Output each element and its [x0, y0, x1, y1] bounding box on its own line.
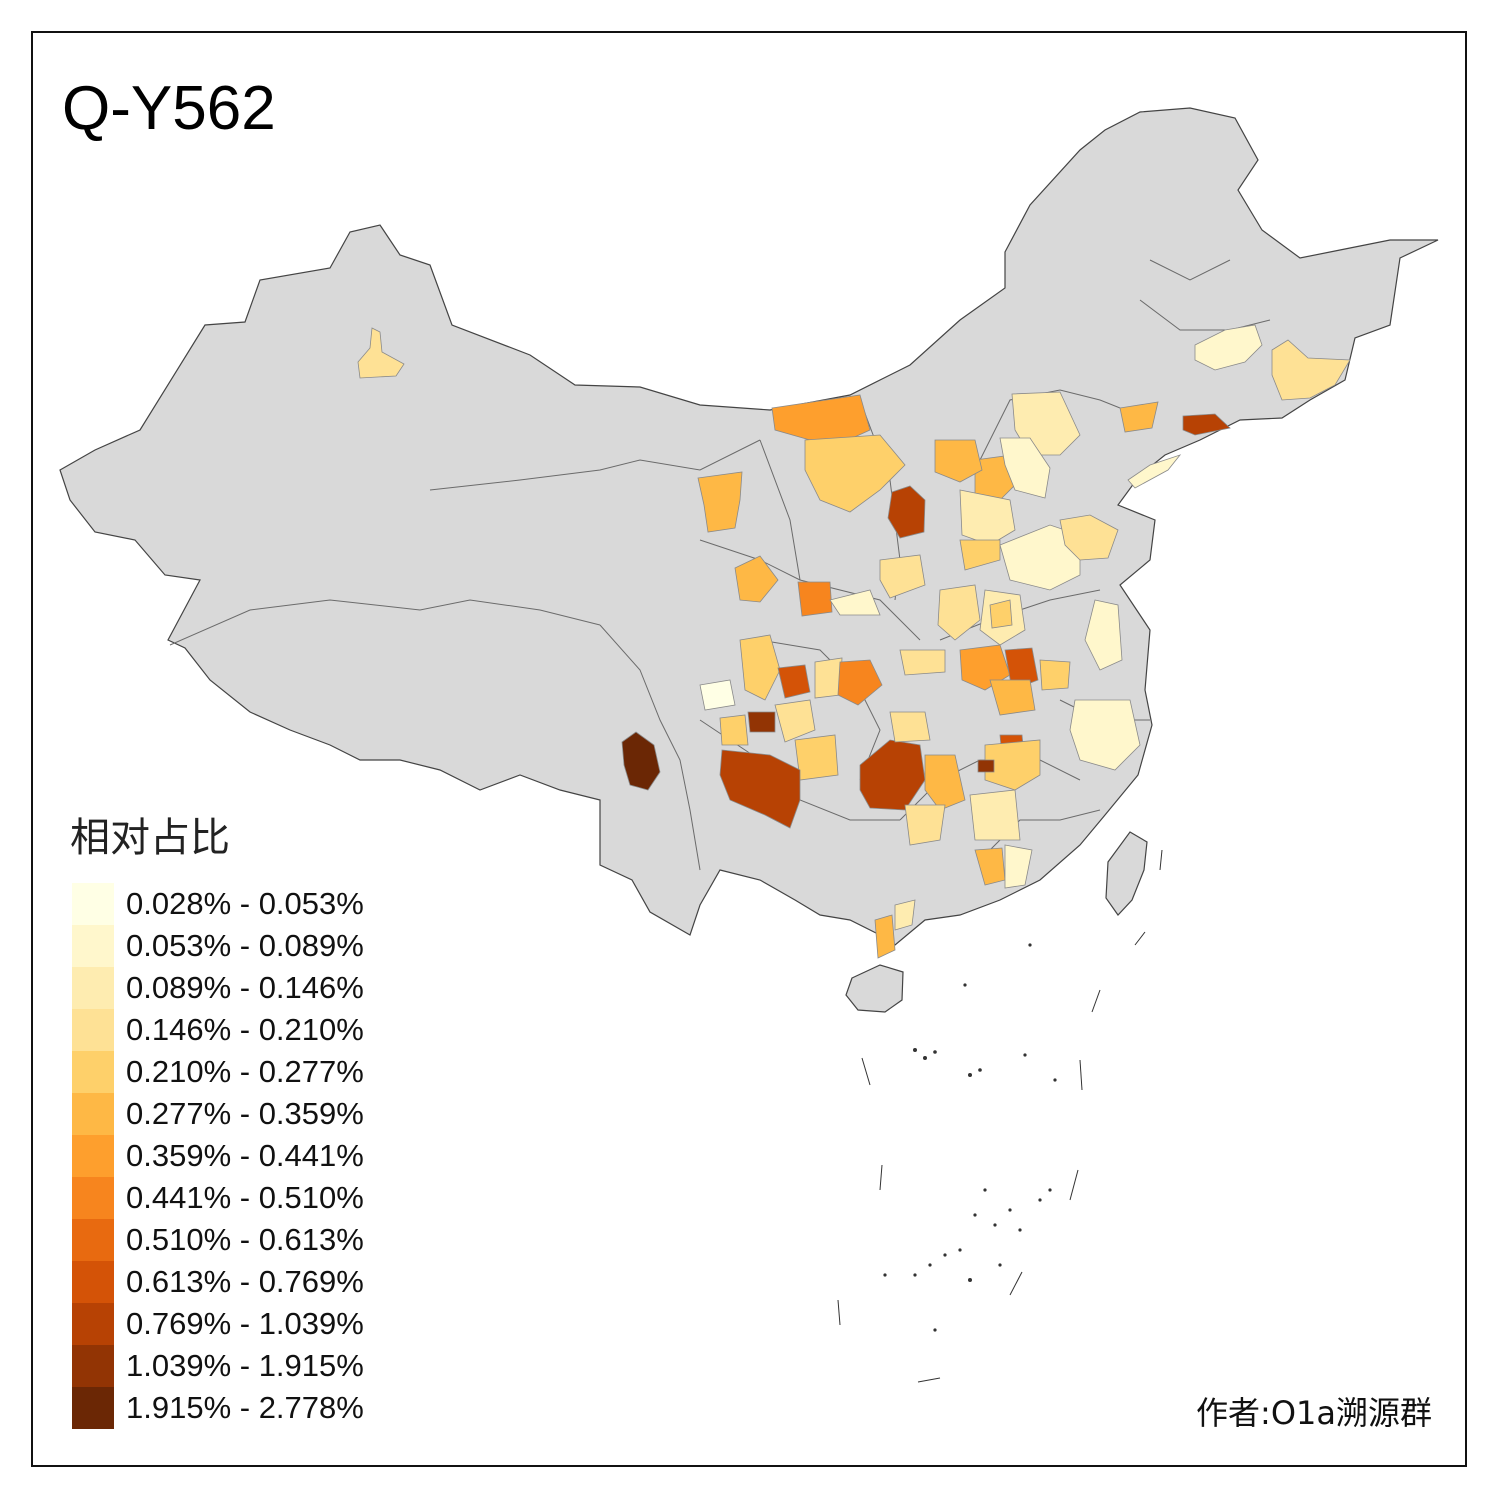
legend-label: 0.441% - 0.510% [126, 1180, 364, 1215]
region-yunnan-ne [719, 749, 801, 829]
legend-label: 1.039% - 1.915% [126, 1348, 364, 1383]
region-inner-mongolia-c [804, 434, 906, 513]
legend-label: 0.769% - 1.039% [126, 1306, 364, 1341]
legend-label: 0.210% - 0.277% [126, 1054, 364, 1089]
legend-label: 0.510% - 0.613% [126, 1222, 364, 1257]
region-jiangxi-s [969, 789, 1021, 841]
legend-title: 相对占比 [70, 815, 230, 861]
legend-swatch [72, 967, 114, 1009]
region-sichuan-se [774, 699, 816, 743]
region-tibet-se [621, 731, 661, 791]
region-hebei-3 [999, 437, 1051, 499]
region-hubei-e2 [1004, 647, 1039, 691]
region-shandong-w [999, 524, 1081, 591]
region-inner-mongolia-w [771, 394, 871, 441]
legend-label: 0.359% - 0.441% [126, 1138, 364, 1173]
region-guangdong-w [874, 914, 896, 959]
legend-swatch [72, 925, 114, 967]
region-jiangxi-small [977, 759, 995, 773]
legend-label: 0.613% - 0.769% [126, 1264, 364, 1299]
legend-label: 1.915% - 2.778% [126, 1390, 364, 1425]
legend-swatch [72, 1009, 114, 1051]
region-shaanxi-n [879, 554, 926, 599]
south-sea-islands [837, 849, 1163, 1383]
legend-label: 0.028% - 0.053% [126, 886, 364, 921]
region-sichuan-n [739, 634, 781, 701]
author-credit: 作者:O1a溯源群 [1196, 1394, 1432, 1432]
legend-swatch [72, 1093, 114, 1135]
data-regions [357, 324, 1351, 959]
region-henan-e [989, 599, 1013, 629]
legend-label: 0.089% - 0.146% [126, 970, 364, 1005]
region-jiangxi-c [984, 739, 1041, 791]
region-anhui-s [989, 679, 1036, 716]
island-dots [883, 943, 1057, 1332]
legend-swatch [72, 1219, 114, 1261]
region-hubei-c [899, 649, 946, 676]
region-anhui-c [1039, 659, 1071, 691]
region-shandong-e [1059, 514, 1119, 561]
legend-swatch [72, 1261, 114, 1303]
region-hubei-w [837, 659, 883, 706]
legend-label: 0.146% - 0.210% [126, 1012, 364, 1047]
legend-swatch [72, 1387, 114, 1429]
region-shaanxi-s [829, 589, 881, 616]
region-henan-n [959, 539, 1001, 571]
region-hunan-c [924, 754, 966, 811]
region-xinjiang [357, 327, 405, 379]
legend-label: 0.277% - 0.359% [126, 1096, 364, 1131]
region-gansu-s [797, 581, 833, 617]
region-sichuan-ne [777, 664, 811, 699]
region-henan-w [937, 584, 981, 641]
region-anhui-n [1084, 599, 1123, 671]
legend-swatch [72, 1303, 114, 1345]
region-sichuan-c [747, 711, 776, 733]
region-liaodong [1127, 454, 1182, 489]
region-ningxia [697, 471, 743, 533]
region-hebei-s [959, 489, 1016, 546]
legend-swatch [72, 1135, 114, 1177]
region-guizhou-n [794, 734, 839, 781]
region-guangdong-n [894, 899, 916, 931]
region-beijing-area [934, 439, 983, 483]
region-jilin [1194, 324, 1263, 371]
legend-swatch [72, 1051, 114, 1093]
region-zhejiang [1069, 699, 1141, 771]
region-gansu-c [734, 555, 779, 603]
region-shanxi-n [887, 485, 926, 539]
region-liaoning-e [1182, 413, 1231, 436]
taiwan-island [1105, 831, 1148, 916]
region-hunan-s [904, 804, 946, 846]
region-fujian-e [1004, 844, 1033, 889]
legend-swatch [72, 883, 114, 925]
map-title: Q-Y562 [62, 74, 276, 143]
hainan-island [845, 964, 904, 1013]
region-sichuan-w [699, 679, 736, 711]
legend-swatch [72, 1177, 114, 1219]
legend-label: 0.053% - 0.089% [126, 928, 364, 963]
mainland-base [59, 107, 1439, 946]
region-sichuan-s [719, 714, 749, 746]
region-jilin-e [1271, 339, 1351, 401]
region-liaoning-w [1119, 401, 1159, 433]
region-hunan-n [889, 711, 931, 743]
legend-swatch [72, 1345, 114, 1387]
